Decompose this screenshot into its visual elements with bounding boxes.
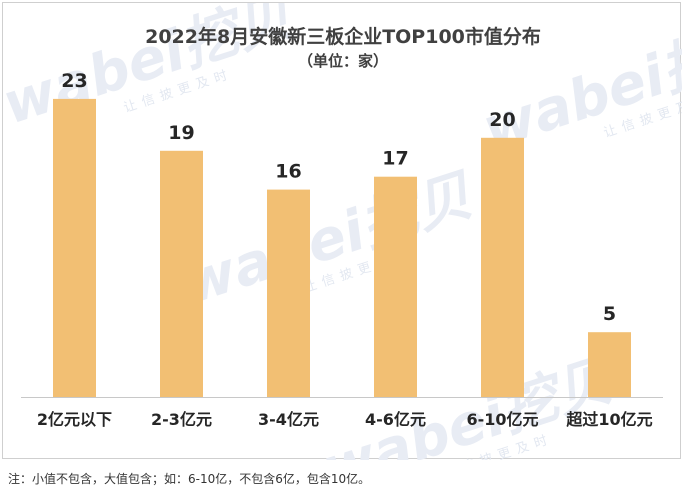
bar-3 (267, 189, 310, 397)
bar-1 (53, 98, 96, 398)
category-label-1: 2亿元以下 (37, 410, 112, 429)
watermark-brand: wabei挖贝 (175, 162, 482, 317)
watermark-brand: wabei挖贝 (3, 3, 302, 137)
category-label-6: 超过10亿元 (565, 410, 652, 429)
bar-5 (481, 137, 524, 398)
bar-6 (588, 332, 631, 397)
data-label-3: 16 (275, 161, 301, 183)
category-label-5: 6-10亿元 (466, 410, 538, 429)
data-label-4: 17 (382, 148, 408, 170)
category-label-4: 4-6亿元 (365, 410, 426, 429)
labels-group: 23 2亿元以下 19 2-3亿元 16 3-4亿元 17 4-6亿元 20 6-10亿元 5 超过1… (37, 70, 653, 429)
data-label-5: 20 (489, 109, 515, 131)
bar-4 (374, 176, 417, 397)
category-label-2: 2-3亿元 (151, 410, 212, 429)
watermark-brand: wabei挖贝 (315, 347, 622, 460)
bar-chart: wabei挖贝让信披更及时wabei挖贝让信披更及时wabei挖贝让信披更及时w… (3, 3, 682, 460)
chart-title: 2022年8月安徽新三板企业TOP100市值分布 (145, 25, 541, 48)
data-label-2: 19 (168, 122, 194, 144)
footnote: 注：小值不包含，大值包含；如：6-10亿，不包含6亿，包含10亿。 (8, 472, 371, 486)
chart-subtitle: （单位：家） (298, 52, 388, 70)
category-label-3: 3-4亿元 (258, 410, 319, 429)
watermark-layer: wabei挖贝让信披更及时wabei挖贝让信披更及时wabei挖贝让信披更及时w… (3, 3, 682, 460)
data-label-1: 23 (61, 70, 87, 92)
bars-group (53, 98, 631, 398)
bar-2 (160, 150, 203, 397)
data-label-6: 5 (603, 303, 616, 325)
chart-frame: wabei挖贝 让信披更及时 wabei挖贝 让信披更及时 wabei挖贝 让信披更及时 w… (2, 2, 682, 460)
